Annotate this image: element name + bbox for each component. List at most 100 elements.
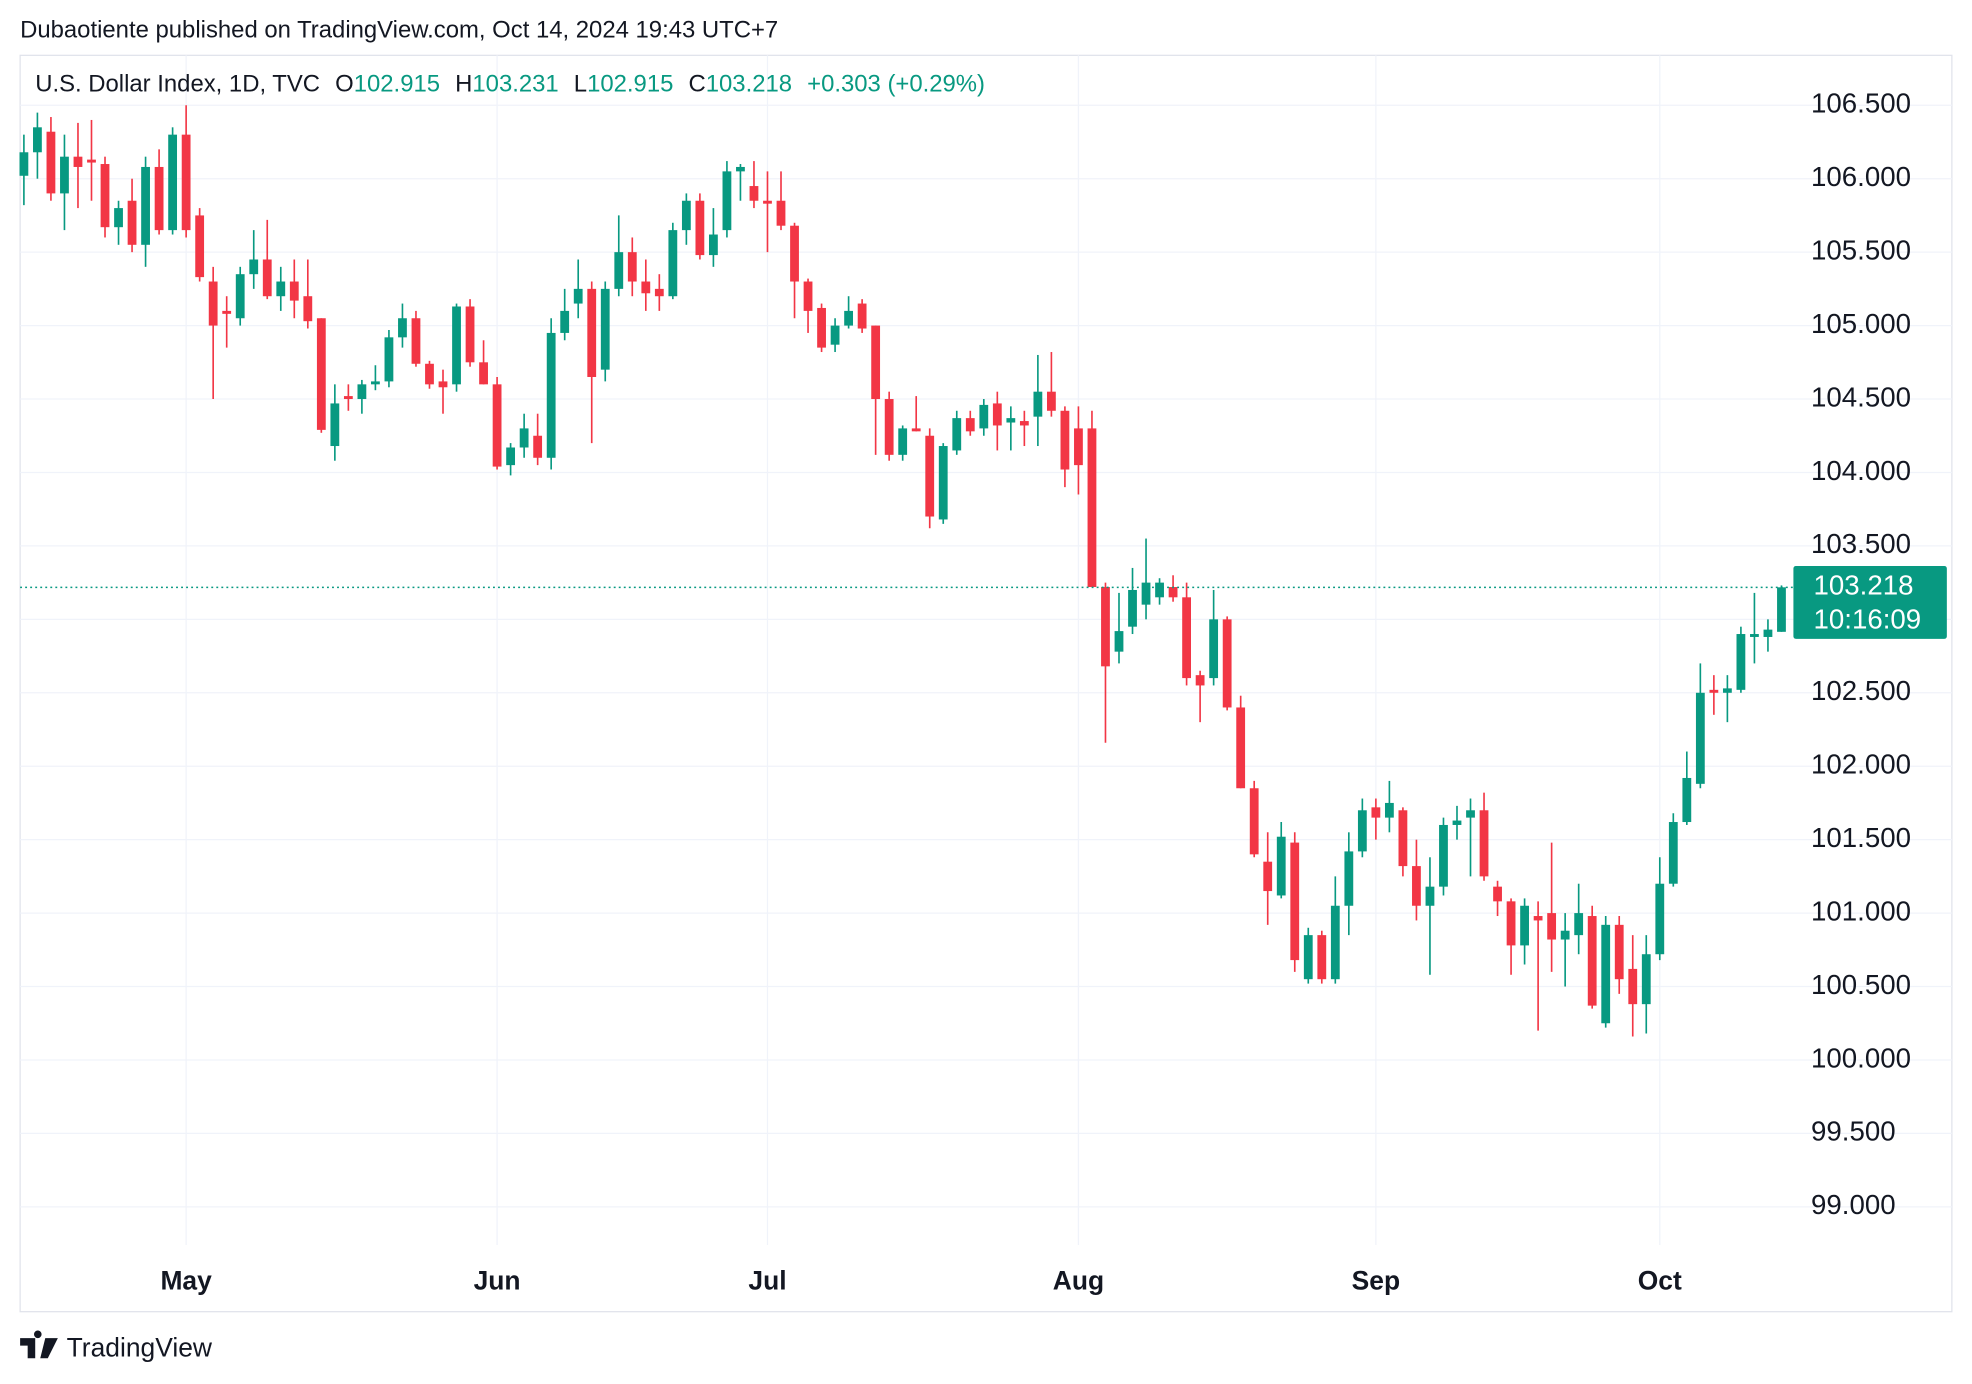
candle-body (1628, 968, 1638, 1005)
x-tick-label: Sep (1352, 1266, 1400, 1296)
candle-body (19, 152, 29, 176)
candle-body (276, 281, 286, 297)
candle-body (1398, 810, 1408, 867)
candle-body (830, 325, 840, 345)
candle-body (1114, 631, 1124, 652)
x-tick-label: Jun (474, 1266, 521, 1296)
candle-body (1290, 842, 1300, 961)
candle-body (992, 403, 1002, 426)
y-tick-label: 101.500 (1811, 822, 1911, 853)
candle-body (1357, 810, 1367, 852)
candles (19, 105, 1786, 1037)
candle-body (1520, 905, 1529, 946)
candle-body (1547, 913, 1557, 940)
candle-body (533, 435, 543, 458)
x-tick-label: Jul (748, 1266, 786, 1296)
candle-body (1128, 589, 1137, 627)
candle-body (127, 200, 137, 245)
price-tag-countdown: 10:16:09 (1814, 604, 1922, 635)
candle-body (1560, 930, 1570, 940)
candle-body (73, 156, 83, 167)
candle-body (1303, 935, 1313, 980)
candle-body (1222, 619, 1232, 708)
candle-body (871, 325, 881, 400)
candle-body (1506, 901, 1516, 946)
candle-body (1655, 883, 1665, 955)
candle-body (1101, 587, 1110, 667)
candle-body (303, 296, 313, 322)
candle-body (898, 428, 908, 455)
candle-body (1019, 421, 1029, 426)
candle-body (979, 404, 989, 429)
chart-frame (19, 54, 1953, 1313)
y-tick-label: 105.500 (1811, 234, 1911, 265)
candle-body (1371, 807, 1381, 818)
candle-body (1046, 391, 1056, 411)
grid: 99.000 99.500 100.000 100.500 101.000 101.500… (20, 55, 1952, 1296)
candle-body (438, 381, 448, 388)
y-tick-label: 106.500 (1811, 88, 1911, 119)
candle-body (1587, 916, 1597, 1006)
candle-body (1209, 619, 1219, 679)
change: +0.303 (+0.29%) (807, 71, 985, 98)
candle-body (33, 127, 42, 153)
candle-body (479, 362, 488, 385)
candle-body (1317, 935, 1327, 980)
candle-body (1763, 629, 1773, 637)
candle-body (465, 306, 475, 363)
candle-body (1276, 836, 1286, 896)
price-tag-value: 103.218 (1814, 570, 1914, 601)
candle-body (1709, 689, 1719, 693)
candle-body (1601, 924, 1611, 1024)
candle-body (208, 281, 218, 326)
y-tick-label: 103.500 (1811, 528, 1911, 559)
candle-body (1195, 675, 1205, 686)
candle-body (1777, 587, 1786, 632)
candle-body (1006, 418, 1016, 423)
candle-body (1263, 861, 1273, 892)
candle-body (411, 318, 421, 364)
candle-body (46, 131, 56, 194)
y-tick-label: 105.000 (1811, 308, 1911, 339)
candle-body (925, 435, 935, 517)
candle-body (1682, 777, 1692, 823)
candle-body (371, 381, 380, 385)
candle-body (681, 200, 691, 231)
high-label: H (455, 71, 472, 98)
candle-body (154, 166, 164, 231)
candle-body (1249, 788, 1259, 855)
candle-body (1641, 954, 1651, 1005)
candle-body (546, 332, 556, 458)
candle-body (844, 310, 854, 326)
candle-body (1384, 802, 1394, 818)
candle-body (1493, 886, 1502, 902)
logo-icon (20, 1330, 58, 1359)
close-label: C (688, 71, 705, 98)
candle-body (1722, 688, 1732, 693)
candle-body (627, 252, 637, 282)
candle-body (1412, 866, 1421, 906)
candle-body (1668, 822, 1678, 884)
candle-body (1750, 634, 1759, 637)
candle-body (668, 230, 678, 297)
y-tick-label: 99.000 (1811, 1189, 1896, 1220)
open-value: 102.915 (354, 71, 440, 98)
candle-body (1087, 428, 1097, 588)
candle-body (222, 310, 232, 314)
candle-body (884, 399, 894, 455)
candle-body (398, 318, 407, 338)
candle-body (709, 234, 718, 256)
candle-body (357, 384, 367, 400)
candle-body (776, 200, 786, 226)
y-tick-label: 100.500 (1811, 969, 1911, 1000)
candle-body (1033, 391, 1043, 417)
candle-body (1330, 905, 1340, 980)
y-tick-label: 101.000 (1811, 895, 1911, 926)
candle-body (1695, 692, 1705, 784)
candle-body (1236, 707, 1246, 789)
candle-body (181, 134, 191, 231)
candle-body (289, 281, 299, 301)
candle-body (763, 200, 772, 204)
candle-body (857, 303, 867, 329)
